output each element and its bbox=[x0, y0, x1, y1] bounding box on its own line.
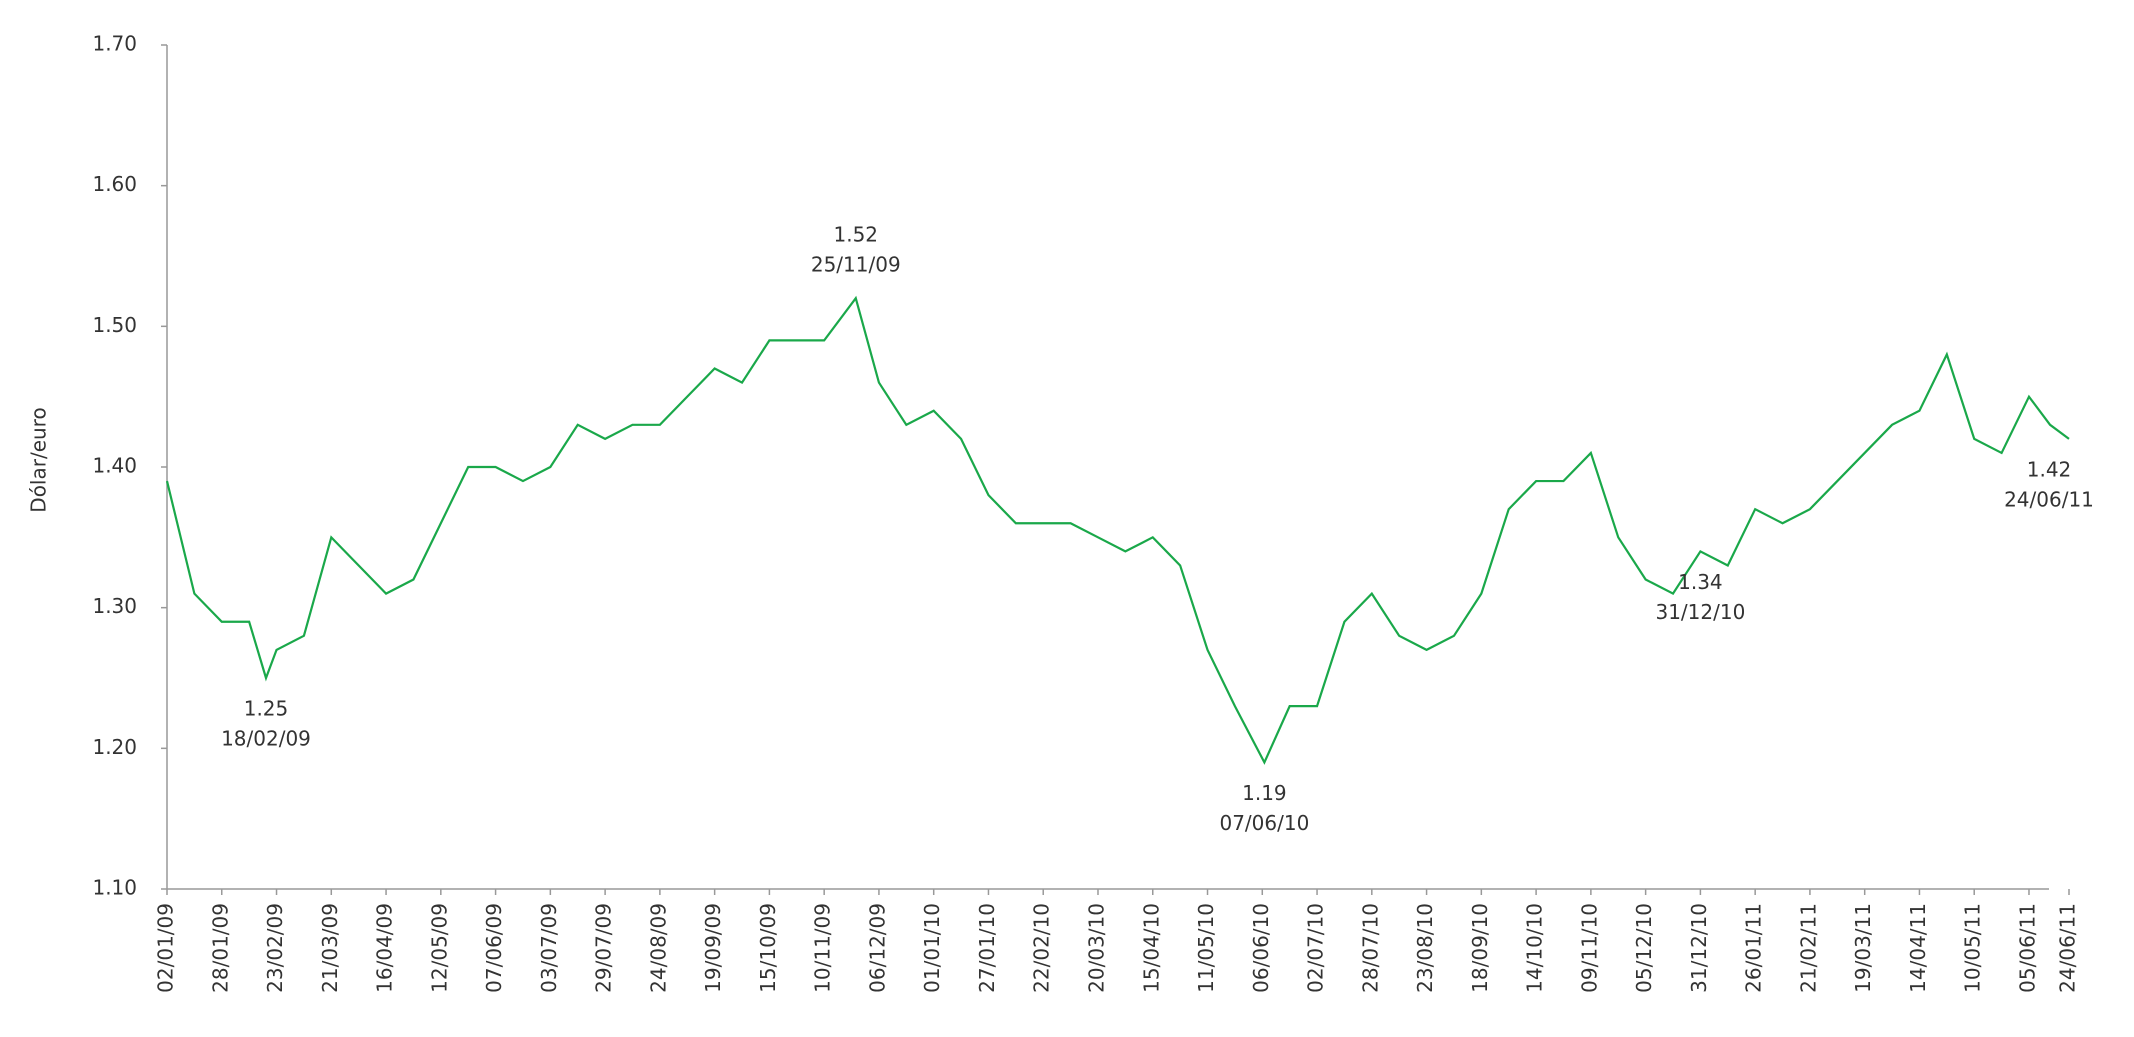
annotation-value: 1.42 bbox=[2027, 457, 2072, 481]
annotation-date: 07/06/10 bbox=[1219, 811, 1309, 835]
x-tick-label: 26/01/11 bbox=[1742, 903, 1766, 993]
x-tick-label: 12/05/09 bbox=[427, 903, 451, 993]
x-tick-label: 06/12/09 bbox=[865, 903, 889, 993]
x-tick-label: 07/06/09 bbox=[482, 903, 506, 993]
y-tick-label: 1.20 bbox=[92, 735, 137, 759]
x-tick-label: 05/12/10 bbox=[1632, 903, 1656, 993]
annotation-date: 18/02/09 bbox=[221, 727, 311, 751]
x-tick-label: 06/06/10 bbox=[1249, 903, 1273, 993]
annotation-value: 1.19 bbox=[1242, 781, 1287, 805]
y-tick-label: 1.70 bbox=[92, 32, 137, 56]
x-tick-label: 28/01/09 bbox=[208, 903, 232, 993]
x-tick-label: 02/01/09 bbox=[154, 903, 178, 993]
x-tick-label: 10/11/09 bbox=[811, 903, 835, 993]
x-tick-label: 29/07/09 bbox=[592, 903, 616, 993]
x-tick-label: 20/03/10 bbox=[1084, 903, 1108, 993]
x-tick-label: 14/04/11 bbox=[1906, 903, 1930, 993]
line bbox=[165, 295, 2070, 765]
x-tick-label: 15/04/10 bbox=[1139, 903, 1163, 993]
y-tick-label: 1.30 bbox=[92, 594, 137, 618]
x-tick-label: 21/03/09 bbox=[318, 903, 342, 993]
x-tick-label: 14/10/10 bbox=[1523, 903, 1547, 993]
x-tick-label: 23/02/09 bbox=[263, 903, 287, 993]
x-tick-label: 22/02/10 bbox=[1030, 903, 1054, 993]
annotation-value: 1.25 bbox=[244, 697, 289, 721]
x-tick-label: 23/08/10 bbox=[1413, 903, 1437, 993]
x-tick-label: 15/10/09 bbox=[756, 903, 780, 993]
x-tick-label: 05/06/11 bbox=[2015, 903, 2039, 993]
x-tick-label: 27/01/10 bbox=[975, 903, 999, 993]
x-tick-label: 24/06/11 bbox=[2056, 903, 2080, 993]
x-tick-label: 09/11/10 bbox=[1577, 903, 1601, 993]
x-tick-label: 31/12/10 bbox=[1687, 903, 1711, 993]
y-tick-label: 1.60 bbox=[92, 172, 137, 196]
y-tick-label: 1.50 bbox=[92, 313, 137, 337]
annotation-value: 1.34 bbox=[1678, 570, 1723, 594]
annotation-date: 25/11/09 bbox=[811, 253, 901, 277]
x-tick-label: 28/07/10 bbox=[1358, 903, 1382, 993]
x-tick-label: 19/09/09 bbox=[701, 903, 725, 993]
x-tick-label: 24/08/09 bbox=[646, 903, 670, 993]
x-tick-label: 02/07/10 bbox=[1304, 903, 1328, 993]
x-tick-label: 11/05/10 bbox=[1194, 903, 1218, 993]
y-axis-label: Dólar/euro bbox=[27, 407, 51, 512]
annotation-date: 24/06/11 bbox=[2004, 487, 2094, 511]
x-tick-label: 21/02/11 bbox=[1796, 903, 1820, 993]
y-tick-label: 1.10 bbox=[92, 876, 137, 900]
y-tick-label: 1.40 bbox=[92, 454, 137, 478]
x-tick-label: 03/07/09 bbox=[537, 903, 561, 993]
x-tick-label: 10/05/11 bbox=[1961, 903, 1985, 993]
x-tick-label: 01/01/10 bbox=[920, 903, 944, 993]
x-tick-label: 19/03/11 bbox=[1851, 903, 1875, 993]
x-tick-label: 18/09/10 bbox=[1468, 903, 1492, 993]
x-tick-label: 16/04/09 bbox=[373, 903, 397, 993]
annotation-date: 31/12/10 bbox=[1655, 600, 1745, 624]
annotation-value: 1.52 bbox=[833, 223, 878, 247]
